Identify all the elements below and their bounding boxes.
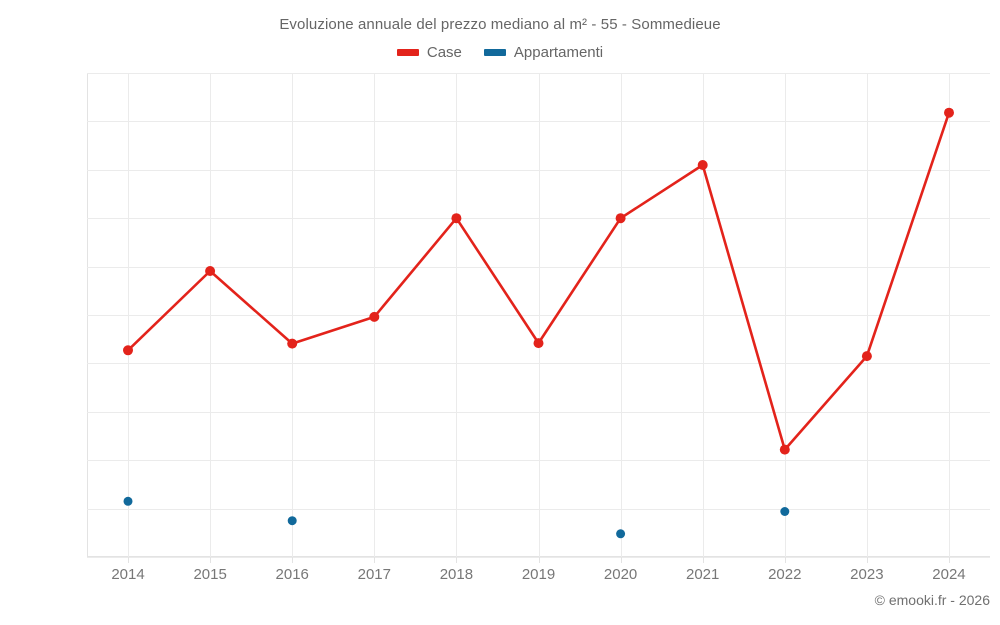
x-axis-tick-label: 2018 [439,566,474,583]
data-point-case-2015[interactable] [205,266,216,276]
x-axis-tick-label: 2021 [685,566,720,583]
x-axis-tick-mark [374,557,375,563]
gridline-vertical [456,73,457,557]
legend-item-appartamenti[interactable]: Appartamenti [483,44,604,61]
data-point-case-2020[interactable] [615,213,626,224]
x-axis-tick-mark [210,557,211,563]
legend-label-case: Case [426,44,462,61]
data-point-case-2023[interactable] [861,351,872,362]
gridline-vertical [949,73,950,557]
gridline-vertical [621,73,622,557]
plot-area [87,73,990,558]
data-point-appartamenti-2014[interactable] [123,496,133,506]
chart-title: Evoluzione annuale del prezzo mediano al… [279,16,721,33]
gridline-vertical [785,73,786,557]
data-point-case-2016[interactable] [287,338,298,349]
data-point-case-2018[interactable] [451,213,462,224]
x-axis-tick-mark [621,557,622,563]
data-point-appartamenti-2020[interactable] [616,529,626,539]
x-axis-tick-label: 2019 [521,566,556,583]
x-axis-line [87,556,990,557]
x-axis-tick-label: 2020 [603,566,638,583]
x-axis-tick-label: 2014 [111,566,145,583]
x-axis-tick-mark [703,557,704,563]
x-axis-tick-mark [292,557,293,563]
gridline-vertical [128,73,129,557]
gridline-horizontal [87,73,990,74]
legend-swatch-case [396,49,419,56]
data-point-case-2024[interactable] [944,107,954,118]
gridline-vertical [210,73,211,557]
data-point-case-2014[interactable] [123,345,133,356]
x-axis-tick-mark [949,557,950,563]
legend-item-case[interactable]: Case [396,44,462,61]
data-point-appartamenti-2016[interactable] [287,516,297,526]
gridline-vertical [292,73,293,557]
x-axis-tick-mark [456,557,457,563]
gridline-vertical [703,73,704,557]
gridline-horizontal [87,557,990,558]
gridline-vertical [539,73,540,557]
x-axis-tick-label: 2016 [275,566,309,583]
x-axis-tick-label: 2023 [850,566,884,583]
footer-credit: © emooki.fr - 2026 [874,592,990,608]
gridline-horizontal [87,509,990,510]
data-point-appartamenti-2022[interactable] [780,507,790,516]
gridline-vertical [867,73,868,557]
x-axis-tick-mark [128,557,129,563]
data-point-case-2022[interactable] [779,444,790,455]
x-axis-tick-label: 2015 [193,566,227,583]
x-axis-tick-label: 2017 [357,566,391,583]
data-point-case-2019[interactable] [533,338,544,349]
gridline-horizontal [87,460,990,461]
x-axis-tick-label: 2024 [932,566,966,583]
legend-label-appartamenti: Appartamenti [513,44,604,61]
legend-swatch-appartamenti [483,49,506,56]
x-axis-tick-label: 2022 [768,566,802,583]
data-point-case-2021[interactable] [697,160,708,170]
chart-legend: Case Appartamenti [0,44,1000,61]
x-axis-tick-mark [785,557,786,563]
x-axis-tick-mark [539,557,540,563]
data-point-case-2017[interactable] [369,311,380,322]
x-axis-tick-mark [867,557,868,563]
